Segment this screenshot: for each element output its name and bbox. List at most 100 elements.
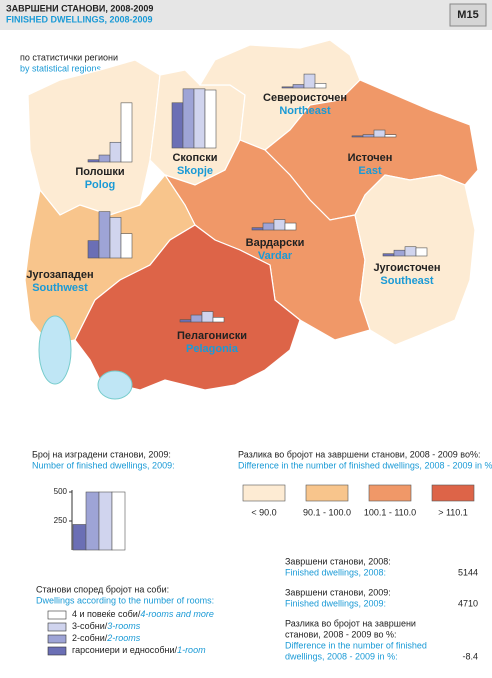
stat-label-mk: Разлика во бројот на завршени [285, 618, 416, 628]
bar [212, 317, 225, 323]
region [354, 174, 476, 346]
class-swatch [242, 484, 286, 502]
region-name-mk: Источен [348, 152, 393, 164]
title-mk: ЗАВРШЕНИ СТАНОВИ, 2008-2009 [6, 3, 153, 13]
bar [120, 102, 133, 163]
legend-swatch [47, 622, 67, 632]
class-swatch [368, 484, 412, 502]
lake [38, 315, 72, 385]
diff-title-mk: Разлика во бројот на завршени станови, 2… [238, 449, 481, 459]
class-label: 100.1 - 110.0 [364, 507, 416, 517]
region-name-mk: Полошки [75, 166, 124, 178]
region [74, 224, 301, 391]
bar [109, 217, 122, 259]
code-box [449, 3, 487, 27]
region-name-en: Southwest [32, 282, 88, 294]
legend-label-en: 2-rooms [106, 633, 141, 643]
map [24, 39, 479, 400]
region-name-en: Northeast [279, 105, 331, 117]
diff-title-en: Difference in the number of finished dwe… [238, 460, 492, 470]
stat-value: 4710 [458, 598, 478, 608]
region-name-en: Vardar [258, 250, 293, 262]
bar [72, 524, 87, 551]
bar [193, 88, 206, 149]
region-name-mk: Југоисточен [373, 262, 440, 274]
region-name-mk: Вардарски [246, 237, 305, 249]
class-label: 90.1 - 100.0 [303, 507, 351, 517]
bar [284, 222, 297, 231]
y-tick-label: 500 [54, 487, 68, 496]
bar [281, 86, 294, 89]
region-name-en: Pelagonia [186, 343, 239, 355]
bar [179, 319, 192, 323]
legend-swatch [47, 610, 67, 620]
bar [120, 233, 133, 259]
bar [382, 253, 395, 257]
bar [111, 491, 126, 551]
region-name-en: Skopje [177, 165, 213, 177]
region-name-mk: Пелагониски [177, 330, 247, 342]
bar [201, 311, 214, 323]
class-swatch [305, 484, 349, 502]
legend-swatch [47, 634, 67, 644]
region [27, 59, 161, 216]
bar [303, 73, 316, 89]
legend-label: 2-собни/2-rooms [72, 633, 141, 643]
stat-label-mk: Завршени станови, 2009: [285, 587, 391, 597]
bar [362, 134, 375, 138]
legend-label-mk: 2-собни/ [72, 633, 108, 643]
bar [182, 88, 195, 149]
bar [98, 154, 111, 163]
bar [415, 247, 428, 257]
bar [85, 491, 100, 551]
class-label: < 90.0 [251, 507, 276, 517]
y-tick-label: 250 [54, 516, 68, 525]
legend-label-mk: 4 и повеќе соби/ [72, 609, 141, 619]
legend-swatch [47, 646, 67, 656]
title-en: FINISHED DWELLINGS, 2008-2009 [6, 14, 153, 24]
subtitle-en: by statistical regions [20, 63, 102, 73]
stat-value: -8.4 [462, 651, 478, 661]
lake [97, 370, 133, 400]
bar [273, 219, 286, 231]
bar [190, 314, 203, 323]
bar [384, 134, 397, 138]
bar [204, 89, 217, 149]
bar [292, 84, 305, 89]
stat-label-en: dwellings, 2008 - 2009 in %: [285, 651, 398, 661]
bar [98, 491, 113, 551]
region-name-mk: Југозападен [26, 269, 93, 281]
bar [251, 227, 264, 231]
bar [404, 246, 417, 257]
rooms-title-mk: Станови според бројот на соби: [36, 584, 169, 594]
rooms-title-en: Dwellings according to the number of roo… [36, 595, 214, 605]
legend-label-mk: гарсониери и еднособни/ [72, 645, 178, 655]
bar [393, 249, 406, 257]
region-name-en: Polog [85, 179, 116, 191]
stat-label-mk: станови, 2008 - 2009 во %: [285, 629, 397, 639]
header-bar [0, 0, 492, 30]
region-name-en: Southeast [380, 275, 434, 287]
bar [351, 135, 364, 138]
bar [262, 222, 275, 231]
stat-label-en: Difference in the number of finished [285, 640, 427, 650]
region-name-en: East [358, 165, 382, 177]
legend-label-en: 4-rooms and more [140, 609, 214, 619]
legend-label-mk: 3-собни/ [72, 621, 108, 631]
region-name-mk: Североисточен [263, 92, 347, 104]
legend-label-en: 3-rooms [107, 621, 141, 631]
stat-label-en: Finished dwellings, 2009: [285, 598, 386, 608]
class-label: > 110.1 [438, 507, 468, 517]
legend-label: 4 и повеќе соби/4-rooms and more [72, 609, 214, 619]
stat-label-en: Finished dwellings, 2008: [285, 567, 386, 577]
legend-label: 3-собни/3-rooms [72, 621, 141, 631]
subtitle-mk: по статистички региони [20, 52, 118, 62]
legend-label-en: 1-room [177, 645, 206, 655]
bar [87, 159, 100, 163]
bar [171, 102, 184, 149]
legend-label: гарсониери и еднособни/1-room [72, 645, 206, 655]
bar [314, 83, 327, 89]
bar [87, 240, 100, 259]
stat-value: 5144 [458, 567, 478, 577]
